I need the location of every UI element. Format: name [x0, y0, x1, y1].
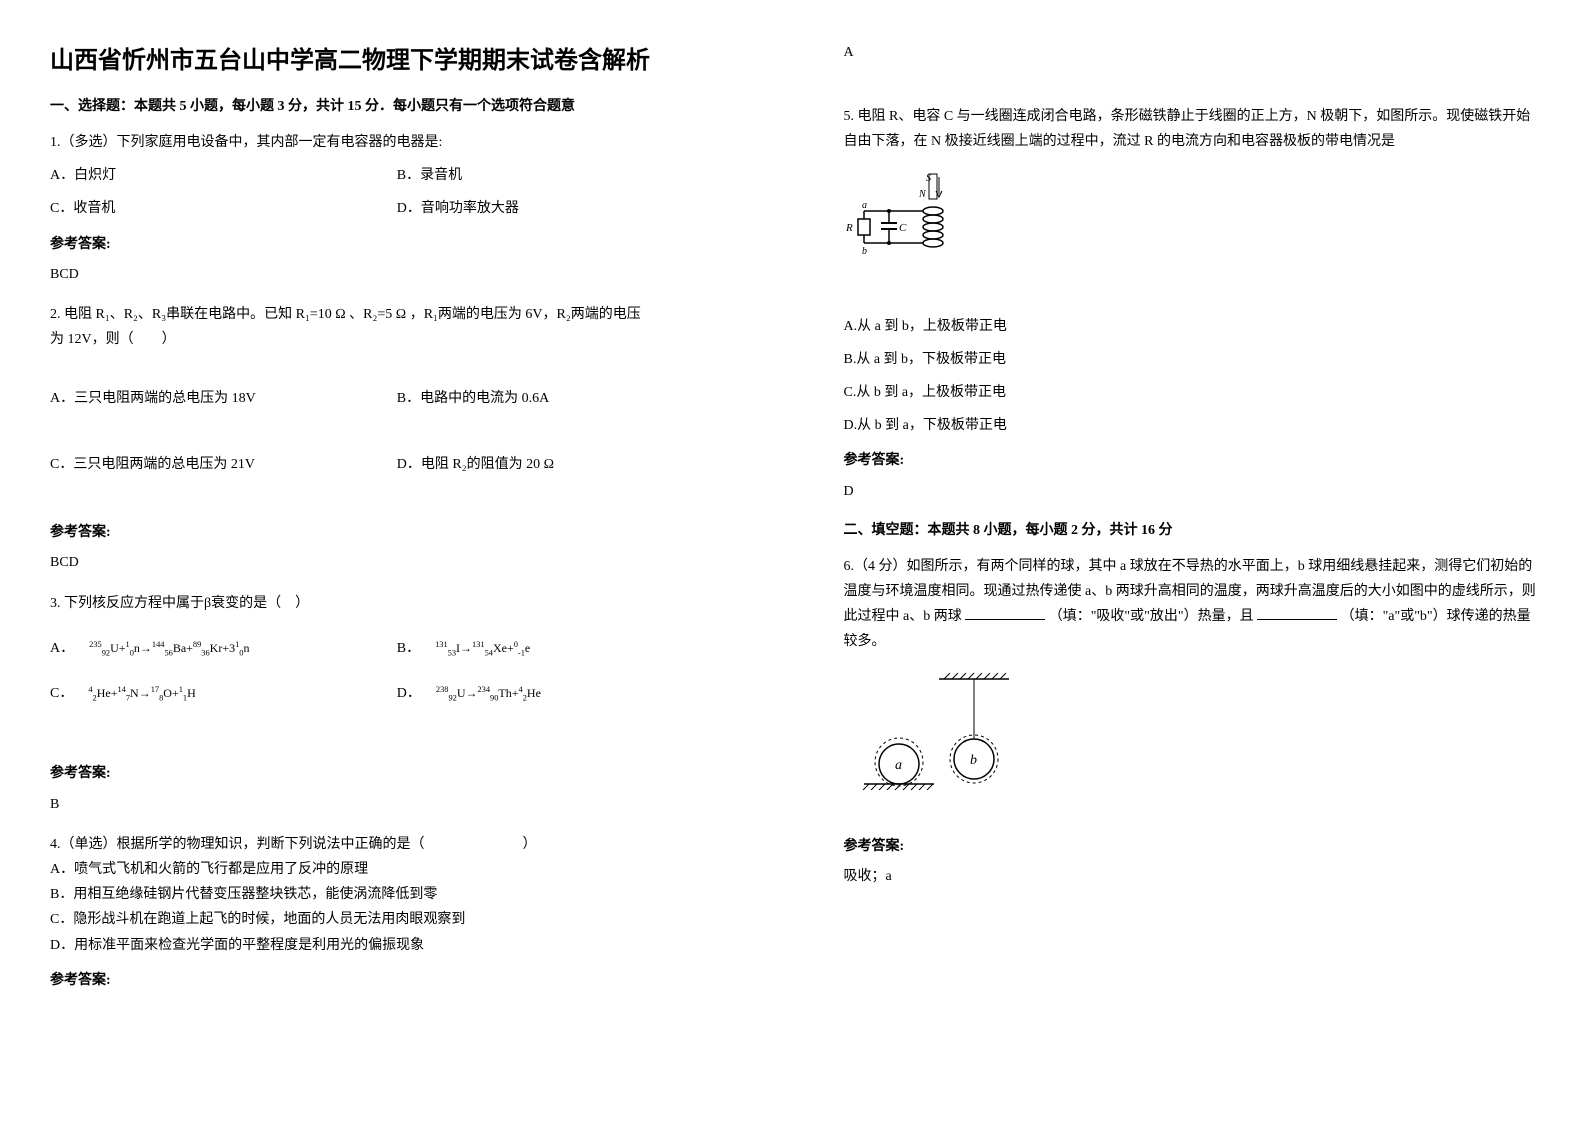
q1-optC: C．收音机 [50, 196, 397, 221]
label-b: b [862, 246, 867, 257]
q2-options-row1: A．三只电阻两端的总电压为 18V B．电路中的电流为 0.6A [50, 386, 744, 411]
right-column: A 5. 电阻 R、电容 C 与一线圈连成闭合电路，条形磁铁静止于线圈的正上方，… [794, 0, 1587, 1045]
q3-formula-b: 13153I→13154Xe+0-1e [435, 637, 530, 661]
q2-stem1: 2. 电阻 R₁、R₂、R₃串联在电路中。已知 R₁=10 Ω 、R₂=5 Ω … [50, 302, 744, 327]
q4-optA: A．喷气式飞机和火箭的飞行都是应用了反冲的原理 [50, 857, 744, 882]
q2-answer-label: 参考答案: [50, 520, 744, 545]
question-2: 2. 电阻 R₁、R₂、R₃串联在电路中。已知 R₁=10 Ω 、R₂=5 Ω … [50, 302, 744, 576]
q6-balls-figure: b a [844, 669, 1538, 818]
q3-optD-label: D． [397, 681, 421, 706]
q3-formula-c: 42He+147N→178O+11H [88, 682, 195, 706]
q4-stem: 4.（单选）根据所学的物理知识，判断下列说法中正确的是（ ） [50, 832, 744, 857]
q3-row2: C． 42He+147N→178O+11H D． 23892U→23490Th+… [50, 681, 744, 706]
q3-optA-wrap: A． 23592U+10n→14456Ba+8936Kr+310n [50, 636, 397, 661]
q4-optC: C．隐形战斗机在跑道上起飞的时候，地面的人员无法用肉眼观察到 [50, 907, 744, 932]
balls-svg: b a [844, 669, 1044, 809]
q6-blank1-fill: （填："吸收"或"放出"）热量，且 [1049, 609, 1254, 624]
q5-optB: B.从 a 到 b，下极板带正电 [844, 347, 1538, 372]
q2-optD: D．电阻 R₂的阻值为 20 Ω [397, 452, 744, 477]
label-C: C [899, 222, 907, 234]
q3-formula-options: A． 23592U+10n→14456Ba+8936Kr+310n B． 131… [50, 636, 744, 706]
question-5: 5. 电阻 R、电容 C 与一线圈连成闭合电路，条形磁铁静止于线圈的正上方，N … [844, 104, 1538, 504]
q3-stem: 3. 下列核反应方程中属于β衰变的是（ ） [50, 591, 744, 616]
q1-options-row1: A．白炽灯 B．录音机 [50, 163, 744, 188]
q5-stem: 5. 电阻 R、电容 C 与一线圈连成闭合电路，条形磁铁静止于线圈的正上方，N … [844, 104, 1538, 154]
q5-answer-label: 参考答案: [844, 448, 1538, 473]
q2-optA: A．三只电阻两端的总电压为 18V [50, 386, 397, 411]
q3-row1: A． 23592U+10n→14456Ba+8936Kr+310n B． 131… [50, 636, 744, 661]
q3-formula-d: 23892U→23490Th+42He [436, 682, 541, 706]
q1-optB: B．录音机 [397, 163, 744, 188]
question-4: 4.（单选）根据所学的物理知识，判断下列说法中正确的是（ ） A．喷气式飞机和火… [50, 832, 744, 993]
document-title: 山西省忻州市五台山中学高二物理下学期期末试卷含解析 [50, 40, 744, 75]
q2-stem2: 为 12V，则（ ） [50, 327, 744, 352]
q3-optB-wrap: B． 13153I→13154Xe+0-1e [397, 636, 744, 661]
q3-answer-label: 参考答案: [50, 761, 744, 786]
section2-header: 二、填空题：本题共 8 小题，每小题 2 分，共计 16 分 [844, 519, 1538, 539]
q6-answer: 吸收；a [844, 864, 1538, 889]
q1-answer: BCD [50, 262, 744, 287]
label-R: R [845, 222, 853, 234]
label-a: a [862, 200, 867, 211]
q2-optC: C．三只电阻两端的总电压为 21V [50, 452, 397, 477]
q2-options-row2: C．三只电阻两端的总电压为 21V D．电阻 R₂的阻值为 20 Ω [50, 452, 744, 477]
left-column: 山西省忻州市五台山中学高二物理下学期期末试卷含解析 一、选择题：本题共 5 小题… [0, 0, 794, 1045]
q3-answer: B [50, 792, 744, 817]
q5-answer: D [844, 479, 1538, 504]
question-3: 3. 下列核反应方程中属于β衰变的是（ ） A． 23592U+10n→1445… [50, 591, 744, 817]
q5-optD: D.从 b 到 a，下极板带正电 [844, 413, 1538, 438]
q3-optC-label: C． [50, 681, 73, 706]
section1-header: 一、选择题：本题共 5 小题，每小题 3 分，共计 15 分．每小题只有一个选项… [50, 95, 744, 115]
ball-b-label: b [970, 753, 977, 768]
question-1: 1.（多选）下列家庭用电设备中，其内部一定有电容器的电器是: A．白炽灯 B．录… [50, 130, 744, 287]
question-6: 6.（4 分）如图所示，有两个同样的球，其中 a 球放在不导热的水平面上，b 球… [844, 554, 1538, 889]
circuit-svg: S N a b R [844, 169, 994, 289]
q3-formula-a: 23592U+10n→14456Ba+8936Kr+310n [89, 637, 249, 661]
q4-optB: B．用相互绝缘硅钢片代替变压器整块铁芯，能使涡流降低到零 [50, 882, 744, 907]
q6-blank2 [1257, 605, 1337, 620]
q1-optD: D．音响功率放大器 [397, 196, 744, 221]
label-N: N [918, 189, 927, 200]
q3-optB-label: B． [397, 636, 420, 661]
q1-options-row2: C．收音机 D．音响功率放大器 [50, 196, 744, 221]
q4-answer-label: 参考答案: [50, 968, 744, 993]
q6-blank1 [965, 605, 1045, 620]
q3-optA-label: A． [50, 636, 74, 661]
q2-optB: B．电路中的电流为 0.6A [397, 386, 744, 411]
q1-optA: A．白炽灯 [50, 163, 397, 188]
q5-optC: C.从 b 到 a，上极板带正电 [844, 380, 1538, 405]
q1-answer-label: 参考答案: [50, 232, 744, 257]
q3-optD-wrap: D． 23892U→23490Th+42He [397, 681, 744, 706]
q1-stem: 1.（多选）下列家庭用电设备中，其内部一定有电容器的电器是: [50, 130, 744, 155]
q6-answer-label: 参考答案: [844, 834, 1538, 859]
q2-answer: BCD [50, 550, 744, 575]
q5-optA: A.从 a 到 b，上极板带正电 [844, 314, 1538, 339]
q4-answer: A [844, 45, 1538, 61]
q4-optD: D．用标准平面来检查光学面的平整程度是利用光的偏振现象 [50, 933, 744, 958]
label-S: S [926, 173, 931, 184]
q3-optC-wrap: C． 42He+147N→178O+11H [50, 681, 397, 706]
ball-a-label: a [895, 758, 902, 773]
q5-circuit-figure: S N a b R [844, 169, 1538, 298]
